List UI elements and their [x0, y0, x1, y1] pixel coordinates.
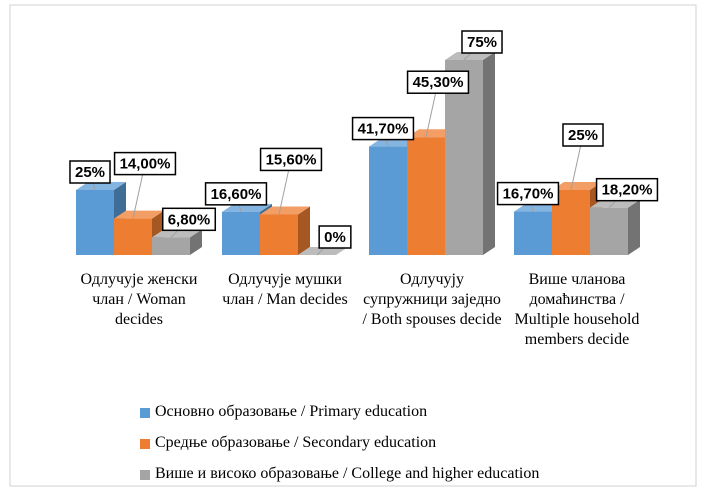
- data-label: 0%: [324, 229, 346, 246]
- bar-front: [369, 146, 407, 255]
- legend-swatch: [140, 439, 150, 449]
- bar: [590, 199, 640, 255]
- bar-top: [298, 247, 348, 255]
- bar-top: [552, 182, 602, 190]
- x-tick-label: Одлучује мушки члан / Man decides: [222, 271, 348, 308]
- legend-swatch: [140, 408, 150, 418]
- bar: [260, 206, 310, 255]
- data-label-box: [259, 147, 323, 172]
- legend-label: Више и високо образовање / College and h…: [155, 465, 540, 482]
- data-label: 75%: [467, 34, 497, 51]
- legend-swatch: [140, 470, 150, 480]
- data-label-box: [461, 30, 503, 54]
- bar-front: [514, 211, 552, 255]
- bar: [298, 247, 348, 255]
- bar-side: [483, 52, 495, 255]
- bar-top: [76, 182, 126, 190]
- bar-front: [76, 190, 114, 255]
- data-label-box: [496, 181, 560, 206]
- bar-front: [152, 237, 190, 255]
- data-label-box: [562, 123, 604, 147]
- data-label: 25%: [568, 127, 598, 144]
- data-label: 45,30%: [413, 74, 464, 91]
- bar-top: [514, 203, 564, 212]
- data-label: 25%: [75, 164, 105, 181]
- data-label-box: [113, 151, 177, 176]
- bar-top: [222, 203, 272, 212]
- bar-front: [222, 211, 260, 255]
- bar: [152, 229, 202, 255]
- data-label: 41,70%: [358, 121, 409, 138]
- data-label-box: [204, 182, 268, 206]
- bar-front: [260, 214, 298, 255]
- data-label-box: [406, 70, 470, 94]
- bar-top: [369, 138, 419, 147]
- x-tick-label: Одлучују супружници заједно / Both spous…: [362, 271, 502, 328]
- bar-top: [445, 52, 495, 60]
- bar-top: [407, 129, 457, 138]
- x-tick-label: Одлучује женски члан / Woman decides: [80, 271, 198, 328]
- bar-top: [152, 229, 202, 238]
- bar-front: [114, 218, 152, 255]
- bar-side: [298, 206, 310, 255]
- legend-label: Средње образовање / Secondary education: [155, 434, 437, 451]
- bar-side: [628, 199, 640, 255]
- bar: [114, 210, 164, 255]
- data-label: 14,00%: [120, 156, 171, 173]
- bar-front: [590, 207, 628, 255]
- data-label: 18,20%: [602, 182, 653, 199]
- data-label-box: [351, 116, 415, 141]
- data-label: 15,60%: [266, 151, 317, 168]
- data-label-box: [161, 207, 217, 232]
- bar-front: [407, 137, 445, 255]
- data-label-box: [595, 177, 659, 202]
- bar-top: [260, 206, 310, 215]
- data-label-box: [69, 160, 111, 184]
- x-tick-label: Више чланова домаћинства / Multiple hous…: [514, 271, 640, 348]
- legend-label: Основно образовање / Primary education: [155, 403, 428, 420]
- bar-top: [590, 199, 640, 208]
- data-label: 16,60%: [211, 186, 262, 203]
- bar-side: [190, 229, 202, 255]
- data-label: 16,70%: [503, 186, 554, 203]
- bar-top: [114, 210, 164, 219]
- data-label-box: [318, 225, 352, 249]
- data-label: 6,80%: [168, 211, 211, 228]
